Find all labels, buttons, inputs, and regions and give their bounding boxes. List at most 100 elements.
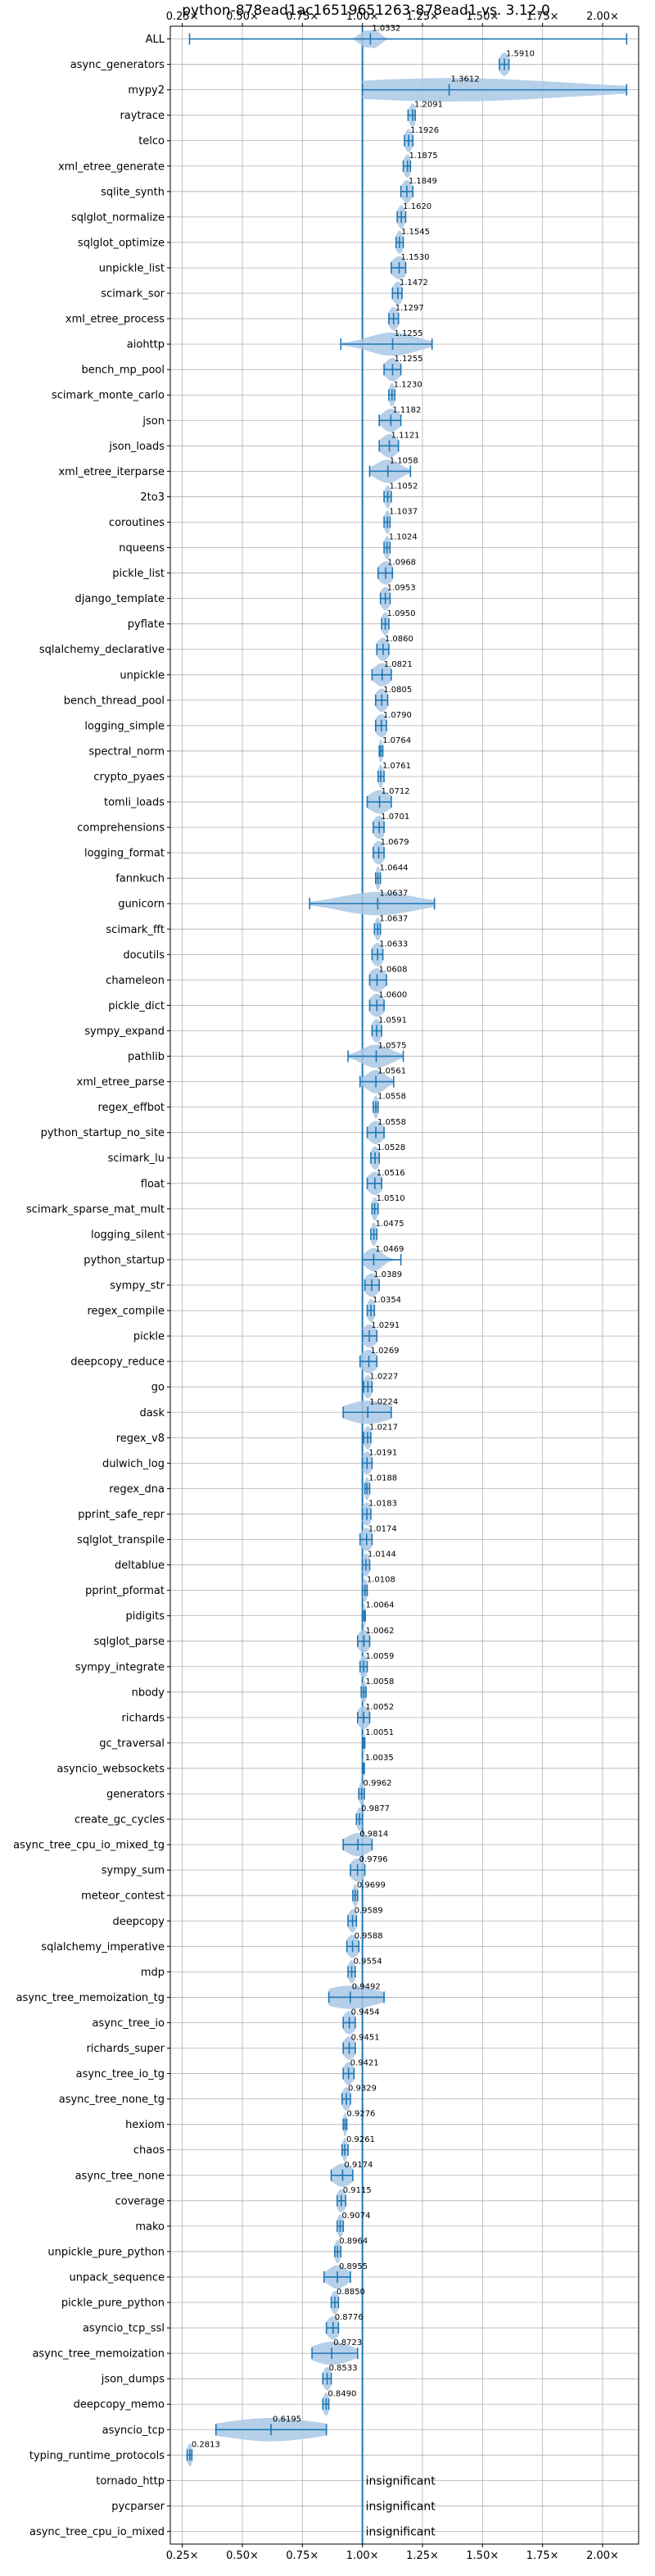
median-value-label: 0.9589: [355, 1906, 383, 1915]
median-value-label: 0.9454: [351, 2008, 380, 2017]
median-value-label: 1.0062: [365, 1627, 394, 1636]
benchmark-name-label: python_startup_no_site: [41, 1127, 165, 1139]
median-value-label: 1.0174: [368, 1525, 397, 1534]
median-value-label: 1.1545: [401, 228, 430, 237]
median-value-label: 0.9174: [344, 2161, 373, 2170]
benchmark-name-label: unpickle: [120, 669, 165, 681]
median-value-label: 0.9329: [348, 2085, 377, 2094]
benchmark-name-label: pickle_dict: [108, 1000, 165, 1012]
median-value-label: 1.0510: [377, 1194, 405, 1203]
median-value-label: 1.1255: [394, 355, 422, 364]
benchmark-name-label: docutils: [123, 949, 165, 962]
benchmark-name-label: mako: [135, 2221, 165, 2233]
grid-layer: [167, 23, 639, 2547]
violin-layer: [186, 26, 628, 2544]
median-value-label: 1.0052: [365, 1703, 394, 1712]
benchmark-name-label: logging_silent: [91, 1229, 165, 1241]
benchmark-name-label: hexiom: [125, 2119, 165, 2131]
median-value-label: 1.0108: [367, 1576, 395, 1585]
benchmark-name-label: deepcopy: [112, 1916, 165, 1928]
benchmark-name-label: async_tree_io: [92, 2017, 165, 2030]
benchmark-name-label: sqlglot_normalize: [71, 211, 165, 224]
benchmark-name-label: asyncio_websockets: [56, 1763, 165, 1775]
benchmark-name-label: mdp: [141, 1967, 165, 1979]
benchmark-name-label: 2to3: [140, 491, 165, 504]
median-value-label: 1.0224: [369, 1397, 398, 1406]
benchmark-name-label: asyncio_tcp: [102, 2424, 165, 2437]
benchmark-name-label: float: [141, 1178, 165, 1190]
median-value-label: 1.0591: [378, 1016, 407, 1025]
benchmark-name-label: xml_etree_iterparse: [58, 466, 165, 478]
median-value-label: 1.0950: [387, 609, 416, 618]
benchmark-name-label: unpickle_list: [99, 262, 165, 274]
median-value-label: 0.6195: [273, 2415, 301, 2424]
benchmark-name-label: spectral_norm: [88, 745, 165, 758]
benchmark-name-label: pprint_pformat: [85, 1585, 165, 1597]
benchmark-name-label: bench_thread_pool: [64, 695, 165, 707]
median-value-label: 1.1297: [395, 304, 424, 313]
median-value-label: 0.9814: [359, 1830, 388, 1839]
median-value-label: 0.9261: [346, 2135, 375, 2144]
benchmark-name-label: pprint_safe_repr: [78, 1509, 165, 1521]
median-value-label: 1.0469: [375, 1245, 404, 1254]
benchmark-name-label: async_tree_io_tg: [76, 2068, 165, 2080]
median-value-label: 0.9588: [355, 1931, 383, 1940]
median-value-label: 0.8850: [337, 2288, 365, 2297]
median-value-label: 1.0058: [365, 1677, 394, 1686]
benchmark-name-label: json_loads: [108, 441, 165, 453]
benchmark-name-label: scimark_monte_carlo: [52, 390, 165, 402]
benchmark-name-label: meteor_contest: [81, 1890, 165, 1903]
median-value-label: 1.0637: [379, 914, 408, 923]
benchmark-name-label: go: [151, 1382, 165, 1394]
median-value-label: 1.1024: [389, 533, 418, 542]
median-value-label: 0.9115: [343, 2186, 372, 2195]
benchmark-name-label: json: [142, 415, 165, 428]
benchmark-name-label: deltablue: [115, 1560, 165, 1572]
x-tick-label-bottom: 2.00×: [586, 2550, 619, 2562]
median-value-label: 1.0701: [381, 813, 409, 822]
median-value-label: 1.0790: [383, 711, 412, 720]
x-tick-label-top: 0.50×: [226, 11, 259, 23]
benchmark-name-label: pyflate: [128, 618, 165, 631]
benchmark-name-label: async_tree_cpu_io_mixed: [29, 2526, 165, 2538]
x-tick-label-bottom: 0.75×: [286, 2550, 318, 2562]
benchmark-name-label: async_generators: [70, 59, 165, 71]
x-tick-label-bottom: 1.25×: [406, 2550, 439, 2562]
median-value-label: 0.9554: [354, 1957, 382, 1966]
median-value-label: 1.1182: [392, 405, 421, 414]
median-value-label: 1.0051: [365, 1728, 394, 1737]
x-tick-label-top: 0.25×: [166, 11, 199, 23]
median-value-label: 0.9877: [361, 1804, 390, 1813]
median-value-label: 1.1058: [390, 456, 418, 465]
median-value-label: 1.0064: [366, 1601, 395, 1610]
benchmark-name-label: regex_v8: [116, 1433, 165, 1445]
median-value-label: 1.0679: [381, 838, 409, 847]
median-value-label: 1.0291: [371, 1321, 400, 1330]
benchmark-name-label: gunicorn: [118, 899, 165, 911]
median-value-label: 1.1472: [400, 278, 428, 287]
benchmark-name-label: nbody: [132, 1686, 165, 1699]
benchmark-name-label: scimark_lu: [108, 1152, 165, 1165]
benchmark-name-label: chaos: [133, 2144, 165, 2157]
median-value-label: 0.9699: [357, 1881, 386, 1890]
benchmark-name-label: scimark_sparse_mat_mult: [26, 1203, 165, 1216]
benchmark-name-label: unpack_sequence: [69, 2271, 165, 2284]
benchmark-name-label: pidigits: [126, 1610, 165, 1623]
median-value-label: 1.0389: [373, 1270, 402, 1279]
insignificant-label: insignificant: [366, 2500, 436, 2513]
x-tick-label-top: 1.50×: [466, 11, 499, 23]
median-value-label: 1.0764: [382, 736, 411, 745]
median-value-label: 1.0217: [369, 1423, 398, 1432]
benchmark-name-label: sqlalchemy_declarative: [39, 644, 165, 656]
median-value-label: 1.0188: [368, 1474, 397, 1483]
median-value-label: 1.0712: [382, 787, 410, 796]
median-value-label: 0.9074: [342, 2212, 371, 2221]
insignificant-label: insignificant: [366, 2474, 436, 2488]
benchmark-name-label: xml_etree_parse: [77, 1076, 165, 1089]
median-value-label: 1.0953: [387, 584, 416, 593]
benchmark-name-label: tornado_http: [96, 2475, 165, 2488]
median-value-label: 0.8723: [333, 2338, 362, 2347]
median-value-label: 1.0860: [385, 635, 413, 644]
benchmark-name-label: telco: [138, 135, 165, 147]
